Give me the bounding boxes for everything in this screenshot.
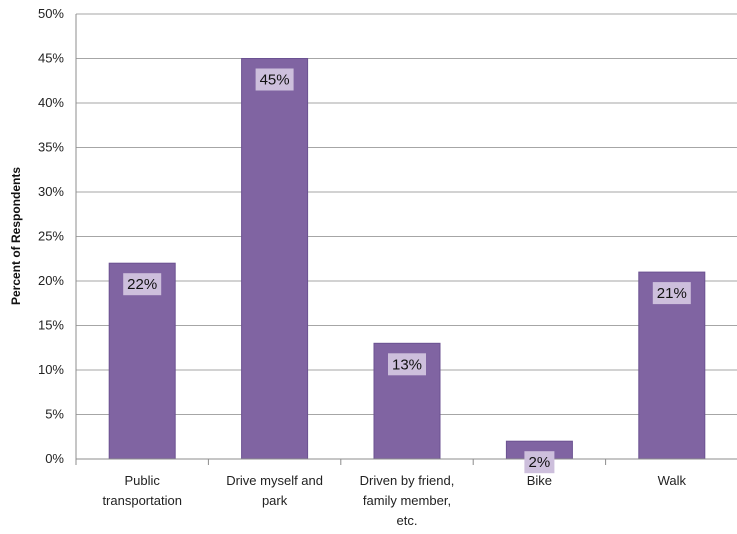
x-category-label: Driven by friend, family member, etc. [360, 473, 455, 528]
y-tick-label: 10% [38, 362, 64, 377]
x-category-labels: Public transportation Drive myself and park… [102, 473, 686, 528]
data-label: 21% [657, 285, 687, 302]
y-tick-label: 20% [38, 273, 64, 288]
bar [108, 262, 176, 460]
data-label-box [123, 273, 162, 296]
y-tick-label: 30% [38, 184, 64, 199]
x-category-label: Bike [527, 473, 552, 488]
y-tick-label: 25% [38, 229, 64, 244]
x-category-label: Drive myself and park [226, 473, 323, 508]
data-label-box [255, 68, 294, 91]
x-category-label: Walk [658, 473, 687, 488]
y-tick-label: 50% [38, 6, 64, 21]
y-tick-label: 40% [38, 95, 64, 110]
bar [241, 58, 309, 460]
data-label: 2% [529, 454, 551, 471]
y-tick-label: 5% [45, 407, 64, 422]
axes [75, 14, 737, 465]
x-category-label: Public transportation [102, 473, 182, 508]
data-label-box [388, 353, 426, 376]
y-tick-label: 0% [45, 451, 64, 466]
y-tick-labels: 0% 5% 10% 15% 20% 25% 30% 35% 40% 45% 50% [38, 6, 64, 466]
data-label: 45% [260, 72, 290, 89]
bars [108, 58, 706, 460]
y-tick-label: 15% [38, 318, 64, 333]
gridlines [76, 13, 737, 415]
data-labels: 22% 45% 13% 2% 21% [123, 68, 691, 474]
data-label-box [524, 451, 555, 474]
y-tick-label: 45% [38, 51, 64, 66]
data-label-box [652, 282, 691, 305]
data-label: 22% [127, 276, 157, 293]
data-label: 13% [392, 356, 422, 373]
y-tick-label: 35% [38, 140, 64, 155]
y-axis-label: Percent of Respondents [9, 167, 23, 305]
